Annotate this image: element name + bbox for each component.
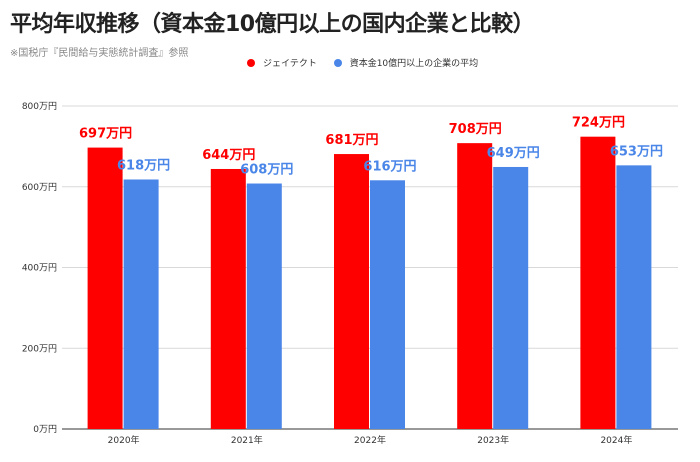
- bar-series-1: [334, 154, 369, 429]
- y-tick-label: 200万円: [22, 343, 57, 354]
- bar-series-2: [370, 180, 405, 429]
- data-label-series-1: 724万円: [572, 116, 625, 131]
- bar-series-2: [616, 165, 652, 429]
- chart-subtitle: ※国税庁『民間給与実態統計調査』参照: [10, 48, 189, 59]
- y-tick-label: 0万円: [33, 424, 57, 435]
- data-label-series-1: 708万円: [449, 122, 502, 137]
- data-label-series-1: 697万円: [79, 127, 132, 142]
- legend: ジェイテクト 資本金10億円以上の企業の平均: [247, 56, 492, 69]
- legend-swatch-average: [333, 58, 342, 67]
- data-label-series-1: 681万円: [325, 133, 378, 148]
- data-label-series-2: 608万円: [240, 163, 293, 178]
- y-tick-label: 600万円: [22, 182, 57, 193]
- data-label-series-2: 618万円: [117, 158, 170, 173]
- legend-item-average: 資本金10億円以上の企業の平均: [333, 56, 479, 69]
- bar-series-2: [493, 166, 529, 429]
- legend-label-jtekt: ジェイテクト: [263, 59, 317, 69]
- x-tick-label: 2020年: [108, 434, 140, 446]
- bar-series-1: [580, 136, 616, 429]
- bar-series-2: [123, 179, 159, 429]
- x-tick-label: 2022年: [354, 434, 386, 446]
- bar-series-2: [246, 183, 282, 429]
- legend-item-jtekt: ジェイテクト: [247, 56, 317, 69]
- data-label-series-2: 649万円: [487, 146, 540, 161]
- legend-swatch-jtekt: [247, 58, 255, 67]
- bar-series-1: [87, 147, 123, 429]
- bar-series-1: [457, 143, 493, 429]
- chart-title: 平均年収推移（資本金10億円以上の国内企業と比較）: [10, 12, 535, 37]
- y-tick-label: 400万円: [22, 263, 57, 274]
- x-tick-label: 2024年: [600, 434, 632, 446]
- data-label-series-2: 653万円: [610, 144, 663, 159]
- bar-series-1: [210, 168, 246, 430]
- x-tick-label: 2021年: [231, 434, 263, 446]
- data-label-series-2: 616万円: [363, 159, 416, 174]
- y-tick-label: 800万円: [22, 101, 57, 112]
- data-label-series-1: 644万円: [202, 148, 255, 163]
- legend-label-average: 資本金10億円以上の企業の平均: [349, 59, 479, 69]
- x-tick-label: 2023年: [477, 434, 509, 446]
